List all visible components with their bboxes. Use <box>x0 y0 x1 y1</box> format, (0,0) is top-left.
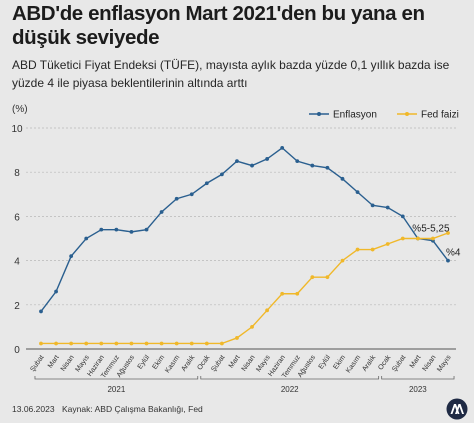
fed-rate-point <box>204 341 209 346</box>
inflation-point <box>99 227 104 232</box>
fed-rate-point <box>129 341 134 346</box>
x-tick-label: Şubat <box>391 354 407 373</box>
fed-rate-point <box>431 236 435 241</box>
year-bracket-2023 <box>381 376 455 380</box>
legend-label: Enflasyon <box>333 110 377 121</box>
fed-rate-point <box>174 341 179 346</box>
y-tick-label: 4 <box>14 257 20 268</box>
y-tick-label: 10 <box>11 124 23 135</box>
x-tick-label: Aralık <box>180 354 196 373</box>
x-tick-label: Mart <box>228 354 242 370</box>
x-tick-label: Nisan <box>422 354 438 373</box>
fed-rate-point <box>355 247 360 252</box>
fed-rate-point <box>54 341 58 346</box>
y-tick-label: 6 <box>14 212 20 223</box>
inflation-point <box>84 236 89 241</box>
inflation-point <box>400 214 405 219</box>
year-label: 2021 <box>107 385 125 394</box>
inflation-annotation: %4 <box>446 248 461 259</box>
y-tick-label: 0 <box>14 345 20 356</box>
inflation-point <box>280 145 285 150</box>
inflation-point <box>250 163 254 168</box>
fed-rate-point <box>340 258 345 263</box>
fed-rate-point <box>400 236 405 241</box>
inflation-point <box>159 210 164 214</box>
fed-rate-annotation: %5-5,25 <box>412 224 450 235</box>
fed-rate-point <box>84 341 89 346</box>
series-line-fed-rate <box>41 232 449 345</box>
inflation-point <box>219 172 224 177</box>
inflation-point <box>144 227 149 232</box>
fed-rate-point <box>114 341 119 346</box>
fed-rate-point <box>219 341 224 346</box>
x-tick-label: Kasım <box>164 354 181 374</box>
fed-rate-point <box>385 242 390 246</box>
inflation-point <box>39 309 43 314</box>
x-tick-label: Nisan <box>241 354 257 373</box>
fed-rate-point <box>446 231 450 235</box>
x-tick-label: Mayıs <box>436 354 453 374</box>
inflation-point <box>204 181 209 186</box>
x-tick-label: Aralık <box>361 354 377 373</box>
series-line-inflation <box>40 146 449 312</box>
inflation-point <box>129 229 134 234</box>
x-tick-label: Şubat <box>29 354 45 373</box>
year-bracket-2021 <box>34 376 199 380</box>
aa-logo-icon <box>446 398 468 420</box>
y-axis-unit: (%) <box>12 104 28 115</box>
x-tick-label: Eylül <box>318 354 333 371</box>
inflation-point <box>325 165 330 170</box>
legend-label: Fed faizi <box>421 110 459 121</box>
inflation-point <box>265 157 270 161</box>
x-tick-label: Ekim <box>332 354 347 371</box>
y-tick-label: 2 <box>14 301 20 312</box>
year-label: 2022 <box>281 385 299 394</box>
x-tick-label: Kasım <box>345 354 362 374</box>
inflation-point <box>174 196 179 201</box>
inflation-point <box>310 163 315 168</box>
x-tick-label: Mart <box>47 354 61 370</box>
inflation-point <box>446 258 450 263</box>
fed-rate-point <box>99 341 104 346</box>
legend-marker-fed-rate <box>405 112 409 116</box>
fed-rate-point <box>235 336 239 340</box>
year-bracket-2022 <box>200 376 380 380</box>
fed-rate-point <box>280 291 285 296</box>
inflation-point <box>355 190 360 194</box>
fed-rate-point <box>144 341 149 346</box>
fed-rate-point <box>370 247 375 252</box>
y-tick-label: 8 <box>14 168 20 179</box>
fed-rate-point <box>39 341 43 346</box>
fed-rate-point <box>310 275 315 280</box>
headline: ABD'de enflasyon Mart 2021'den bu yana e… <box>12 2 425 49</box>
inflation-point <box>54 289 58 294</box>
fed-rate-point <box>159 341 164 346</box>
inflation-point <box>295 159 300 164</box>
inflation-point <box>385 205 390 210</box>
fed-rate-point <box>295 291 300 296</box>
x-tick-label: Mart <box>409 354 423 370</box>
x-tick-label: Ekim <box>152 354 167 371</box>
footer-date: 13.06.2023 <box>12 404 55 414</box>
inflation-point <box>340 176 345 181</box>
inflation-point <box>69 254 74 259</box>
subtitle: ABD Tüketici Fiyat Endeksi (TÜFE), mayıs… <box>12 58 450 90</box>
fed-rate-point <box>250 325 254 329</box>
x-tick-label: Nisan <box>60 354 76 373</box>
fed-rate-point <box>415 236 420 241</box>
fed-rate-point <box>189 341 194 346</box>
inflation-point <box>370 203 375 208</box>
x-tick-label: Şubat <box>210 354 226 373</box>
legend-marker-inflation <box>317 112 321 116</box>
fed-rate-point <box>325 275 330 280</box>
inflation-point <box>189 192 194 197</box>
inflation-point <box>235 159 239 164</box>
fed-rate-point <box>69 341 74 346</box>
footer-source: Kaynak: ABD Çalışma Bakanlığı, Fed <box>62 404 203 414</box>
year-label: 2023 <box>409 385 427 394</box>
x-tick-label: Eylül <box>137 354 152 371</box>
fed-rate-point <box>265 308 270 313</box>
inflation-point <box>114 227 119 232</box>
